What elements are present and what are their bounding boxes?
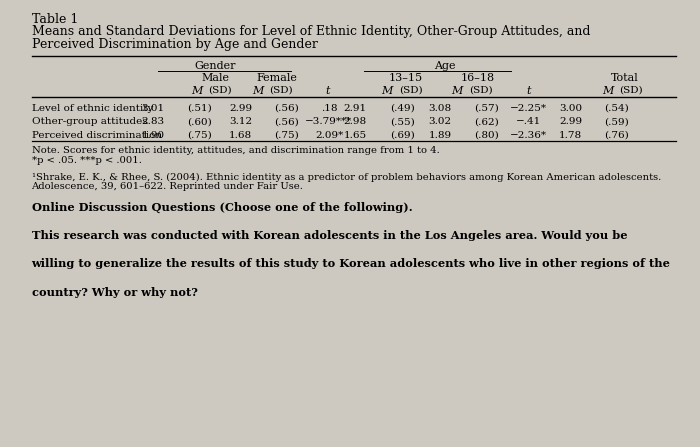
Text: M: M: [382, 86, 393, 96]
Text: Male: Male: [202, 73, 230, 83]
Text: 1.65: 1.65: [344, 131, 367, 139]
Text: 1.90: 1.90: [141, 131, 164, 139]
Text: (.54): (.54): [604, 104, 629, 113]
Text: Online Discussion Questions (Choose one of the following).: Online Discussion Questions (Choose one …: [32, 202, 412, 213]
Text: (.80): (.80): [475, 131, 499, 139]
Text: (.59): (.59): [604, 117, 629, 126]
Text: Age: Age: [435, 61, 456, 71]
Text: 1.68: 1.68: [229, 131, 252, 139]
Text: (SD): (SD): [620, 86, 643, 95]
Text: 13–15: 13–15: [389, 73, 423, 83]
Text: 3.12: 3.12: [229, 117, 252, 126]
Text: (.62): (.62): [475, 117, 499, 126]
Text: .18: .18: [321, 104, 337, 113]
Text: (SD): (SD): [469, 86, 493, 95]
Text: (.49): (.49): [390, 104, 414, 113]
Text: (.76): (.76): [604, 131, 629, 139]
Text: (.56): (.56): [274, 117, 299, 126]
Text: (.75): (.75): [274, 131, 299, 139]
Text: −.41: −.41: [516, 117, 541, 126]
Text: 1.89: 1.89: [428, 131, 452, 139]
Text: (.55): (.55): [390, 117, 414, 126]
Text: (SD): (SD): [399, 86, 423, 95]
Text: 2.99: 2.99: [229, 104, 252, 113]
Text: 1.78: 1.78: [559, 131, 582, 139]
Text: M: M: [191, 86, 202, 96]
Text: 3.01: 3.01: [141, 104, 164, 113]
Text: Female: Female: [256, 73, 297, 83]
Text: 2.83: 2.83: [141, 117, 164, 126]
Text: M: M: [452, 86, 463, 96]
Text: 16–18: 16–18: [461, 73, 494, 83]
Text: 2.91: 2.91: [344, 104, 367, 113]
Text: Other-group attitudes: Other-group attitudes: [32, 117, 147, 126]
Text: 3.08: 3.08: [428, 104, 452, 113]
Text: *p < .05. ***p < .001.: *p < .05. ***p < .001.: [32, 156, 141, 164]
Text: Total: Total: [611, 73, 639, 83]
Text: 3.00: 3.00: [559, 104, 582, 113]
Text: t: t: [526, 86, 531, 96]
Text: 2.09*: 2.09*: [315, 131, 343, 139]
Text: 3.02: 3.02: [428, 117, 452, 126]
Text: (.51): (.51): [188, 104, 212, 113]
Text: Perceived Discrimination by Age and Gender: Perceived Discrimination by Age and Gend…: [32, 38, 317, 51]
Text: (.69): (.69): [390, 131, 414, 139]
Text: −3.79***: −3.79***: [305, 117, 353, 126]
Text: t: t: [326, 86, 330, 96]
Text: Means and Standard Deviations for Level of Ethnic Identity, Other-Group Attitude: Means and Standard Deviations for Level …: [32, 25, 590, 38]
Text: Level of ethnic identity: Level of ethnic identity: [32, 104, 153, 113]
Text: (SD): (SD): [209, 86, 232, 95]
Text: (SD): (SD): [270, 86, 293, 95]
Text: This research was conducted with Korean adolescents in the Los Angeles area. Wou: This research was conducted with Korean …: [32, 230, 627, 241]
Text: country? Why or why not?: country? Why or why not?: [32, 287, 197, 298]
Text: 2.99: 2.99: [559, 117, 582, 126]
Text: M: M: [602, 86, 613, 96]
Text: ¹Shrake, E. K., & Rhee, S. (2004). Ethnic identity as a predictor of problem beh: ¹Shrake, E. K., & Rhee, S. (2004). Ethni…: [32, 173, 661, 182]
Text: (.56): (.56): [274, 104, 299, 113]
Text: Table 1: Table 1: [32, 13, 78, 26]
Text: −2.25*: −2.25*: [510, 104, 547, 113]
Text: −2.36*: −2.36*: [510, 131, 547, 139]
Text: Note. Scores for ethnic identity, attitudes, and discrimination range from 1 to : Note. Scores for ethnic identity, attitu…: [32, 146, 440, 155]
Text: Gender: Gender: [195, 61, 237, 71]
Text: 2.98: 2.98: [344, 117, 367, 126]
Text: M: M: [252, 86, 263, 96]
Text: willing to generalize the results of this study to Korean adolescents who live i: willing to generalize the results of thi…: [32, 258, 671, 270]
Text: Adolescence, 39, 601–622. Reprinted under Fair Use.: Adolescence, 39, 601–622. Reprinted unde…: [32, 182, 303, 191]
Text: (.60): (.60): [188, 117, 212, 126]
Text: Perceived discrimination: Perceived discrimination: [32, 131, 162, 139]
Text: (.75): (.75): [188, 131, 212, 139]
Text: (.57): (.57): [475, 104, 499, 113]
